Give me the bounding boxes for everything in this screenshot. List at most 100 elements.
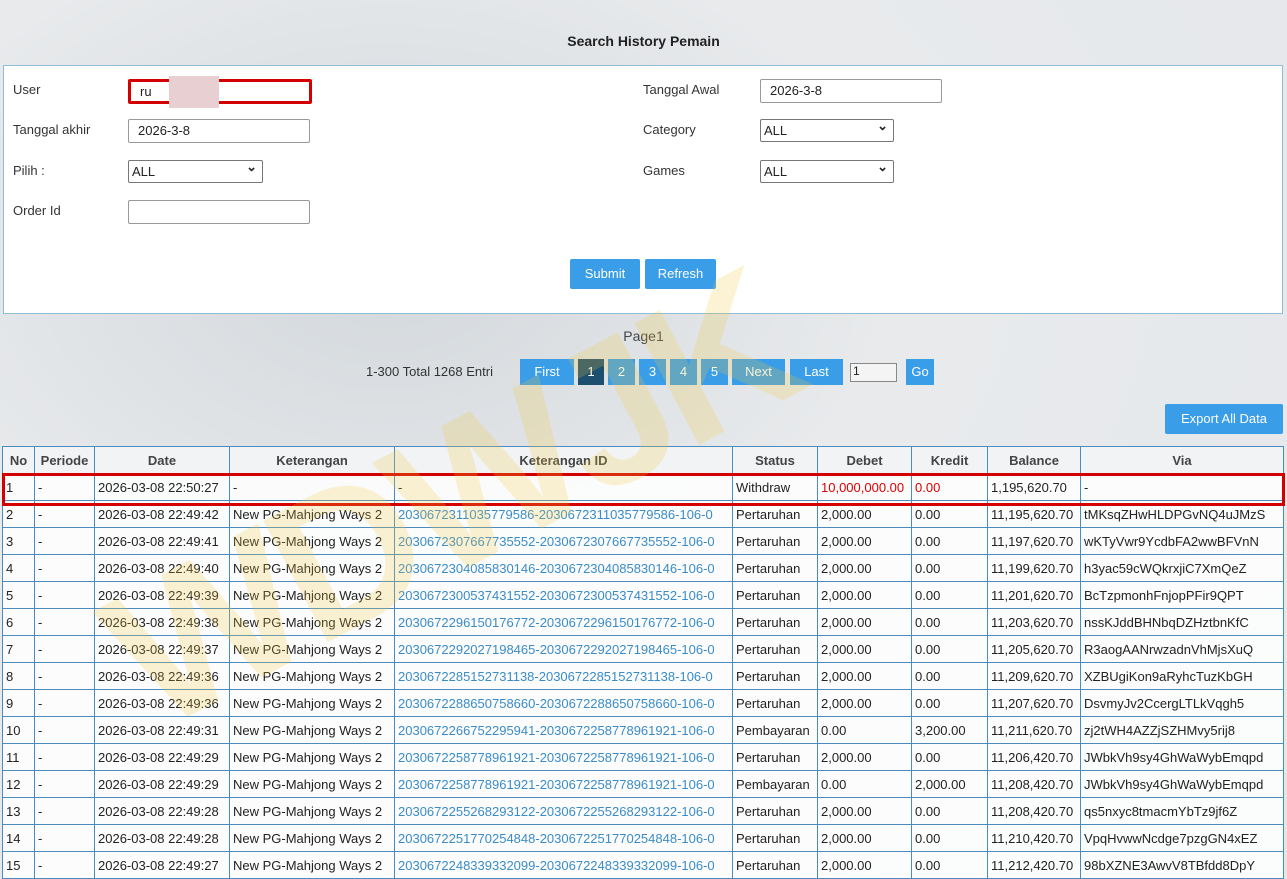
user-input[interactable]: ru (128, 76, 312, 108)
export-all-data-button[interactable]: Export All Data (1165, 404, 1283, 434)
page-title: Search History Pemain (567, 33, 720, 49)
cell-keterangan-id[interactable]: 2030672266752295941-2030672258778961921-… (394, 716, 733, 744)
cell-via: 98bXZNE3AwvV8TBfdd8DpY (1080, 851, 1284, 879)
table-row: 15-2026-03-08 22:49:27 New PG-Mahjong Way… (2, 851, 1284, 879)
cell-keterangan-id[interactable]: 2030672292027198465-2030672292027198465-… (394, 635, 733, 663)
cell-status: Pertaruhan (732, 554, 818, 582)
cell-keterangan: New PG-Mahjong Ways 2 (229, 743, 395, 771)
cell-via: - (1080, 473, 1284, 501)
cell-keterangan-id[interactable]: 2030672304085830146-2030672304085830146-… (394, 554, 733, 582)
cell-debet: 10,000,000.00 (817, 473, 912, 501)
cell-periode: - (34, 770, 95, 798)
games-select[interactable]: ALL (760, 159, 894, 183)
cell-status: Pertaruhan (732, 527, 818, 555)
cell-keterangan: New PG-Mahjong Ways 2 (229, 662, 395, 690)
cell-balance: 11,207,620.70 (987, 689, 1081, 717)
cell-status: Withdraw (732, 473, 818, 501)
category-label: Category (643, 122, 696, 137)
submit-button[interactable]: Submit (570, 259, 640, 289)
cell-periode: - (34, 500, 95, 528)
page-number-input[interactable]: 1 (850, 363, 897, 382)
cell-kredit: 2,000.00 (911, 770, 988, 798)
cell-debet: 2,000.00 (817, 500, 912, 528)
page-5-button[interactable]: 5 (701, 359, 728, 385)
cell-kredit: 0.00 (911, 662, 988, 690)
pilih-select[interactable]: ALL (128, 159, 263, 183)
cell-keterangan-id[interactable]: 2030672296150176772-2030672296150176772-… (394, 608, 733, 636)
cell-keterangan-id[interactable]: 2030672251770254848-2030672251770254848-… (394, 824, 733, 852)
cell-periode: - (34, 581, 95, 609)
table-row: 12-2026-03-08 22:49:29 New PG-Mahjong Way… (2, 770, 1284, 798)
header-via: Via (1080, 446, 1284, 474)
cell-keterangan-id[interactable]: 2030672255268293122-2030672255268293122-… (394, 797, 733, 825)
cell-keterangan: New PG-Mahjong Ways 2 (229, 608, 395, 636)
cell-balance: 11,197,620.70 (987, 527, 1081, 555)
cell-keterangan-id[interactable]: 2030672300537431552-2030672300537431552-… (394, 581, 733, 609)
cell-debet: 2,000.00 (817, 824, 912, 852)
cell-no: 9 (2, 689, 35, 717)
cell-keterangan-id[interactable]: 2030672288650758660-2030672288650758660-… (394, 689, 733, 717)
table-row: 6-2026-03-08 22:49:38 New PG-Mahjong Ways… (2, 608, 1284, 636)
cell-status: Pertaruhan (732, 500, 818, 528)
cell-kredit: 0.00 (911, 797, 988, 825)
cell-no: 2 (2, 500, 35, 528)
cell-keterangan-id[interactable]: 2030672285152731138-2030672285152731138-… (394, 662, 733, 690)
cell-balance: 11,205,620.70 (987, 635, 1081, 663)
cell-keterangan-id[interactable]: 2030672258778961921-2030672258778961921-… (394, 743, 733, 771)
cell-status: Pertaruhan (732, 689, 818, 717)
cell-keterangan: New PG-Mahjong Ways 2 (229, 797, 395, 825)
cell-via: JWbkVh9sy4GhWaWybEmqpd (1080, 770, 1284, 798)
cell-debet: 2,000.00 (817, 743, 912, 771)
cell-balance: 11,206,420.70 (987, 743, 1081, 771)
header-date: Date (94, 446, 230, 474)
cell-via: wKTyVwr9YcdbFA2wwBFVnN (1080, 527, 1284, 555)
cell-status: Pertaruhan (732, 608, 818, 636)
cell-kredit: 0.00 (911, 851, 988, 879)
cell-keterangan-id[interactable]: 2030672248339332099-2030672248339332099-… (394, 851, 733, 879)
cell-keterangan-id[interactable]: 2030672258778961921-2030672258778961921-… (394, 770, 733, 798)
page-4-button[interactable]: 4 (670, 359, 697, 385)
cell-date: 2026-03-08 22:49:40 (94, 554, 230, 582)
cell-no: 12 (2, 770, 35, 798)
table-row: 8-2026-03-08 22:49:36 New PG-Mahjong Ways… (2, 662, 1284, 690)
page-label: Page1 (623, 328, 664, 344)
last-page-button[interactable]: Last (790, 359, 843, 385)
cell-no: 14 (2, 824, 35, 852)
next-page-button[interactable]: Next (732, 359, 785, 385)
cell-kredit: 0.00 (911, 500, 988, 528)
cell-kredit: 0.00 (911, 608, 988, 636)
tanggal-awal-label: Tanggal Awal (643, 82, 720, 97)
cell-periode: - (34, 608, 95, 636)
cell-debet: 0.00 (817, 716, 912, 744)
header-debet: Debet (817, 446, 912, 474)
page-2-button[interactable]: 2 (608, 359, 635, 385)
page-1-button[interactable]: 1 (578, 359, 604, 385)
header-periode: Periode (34, 446, 95, 474)
tanggal-akhir-input[interactable]: 2026-3-8 (128, 119, 310, 143)
table-row: 3-2026-03-08 22:49:41 New PG-Mahjong Ways… (2, 527, 1284, 555)
go-button[interactable]: Go (906, 359, 934, 385)
header-kredit: Kredit (911, 446, 988, 474)
refresh-button[interactable]: Refresh (645, 259, 716, 289)
cell-via: qs5nxyc8tmacmYbTz9jf6Z (1080, 797, 1284, 825)
cell-balance: 11,211,620.70 (987, 716, 1081, 744)
cell-balance: 1,195,620.70 (987, 473, 1081, 501)
cell-periode: - (34, 851, 95, 879)
cell-balance: 11,210,420.70 (987, 824, 1081, 852)
page-3-button[interactable]: 3 (639, 359, 666, 385)
cell-status: Pembayaran (732, 770, 818, 798)
first-page-button[interactable]: First (520, 359, 574, 385)
cell-debet: 0.00 (817, 770, 912, 798)
cell-kredit: 0.00 (911, 473, 988, 501)
cell-keterangan-id[interactable]: 2030672311035779586-2030672311035779586-… (394, 500, 733, 528)
cell-kredit: 0.00 (911, 743, 988, 771)
cell-keterangan-id[interactable]: 2030672307667735552-2030672307667735552-… (394, 527, 733, 555)
category-select[interactable]: ALL (760, 118, 894, 142)
cell-date: 2026-03-08 22:49:36 (94, 662, 230, 690)
tanggal-awal-input[interactable]: 2026-3-8 (760, 79, 942, 103)
cell-via: VpqHvwwNcdge7pzgGN4xEZ (1080, 824, 1284, 852)
cell-kredit: 0.00 (911, 824, 988, 852)
cell-kredit: 0.00 (911, 689, 988, 717)
order-id-input[interactable] (128, 200, 310, 224)
cell-periode: - (34, 716, 95, 744)
